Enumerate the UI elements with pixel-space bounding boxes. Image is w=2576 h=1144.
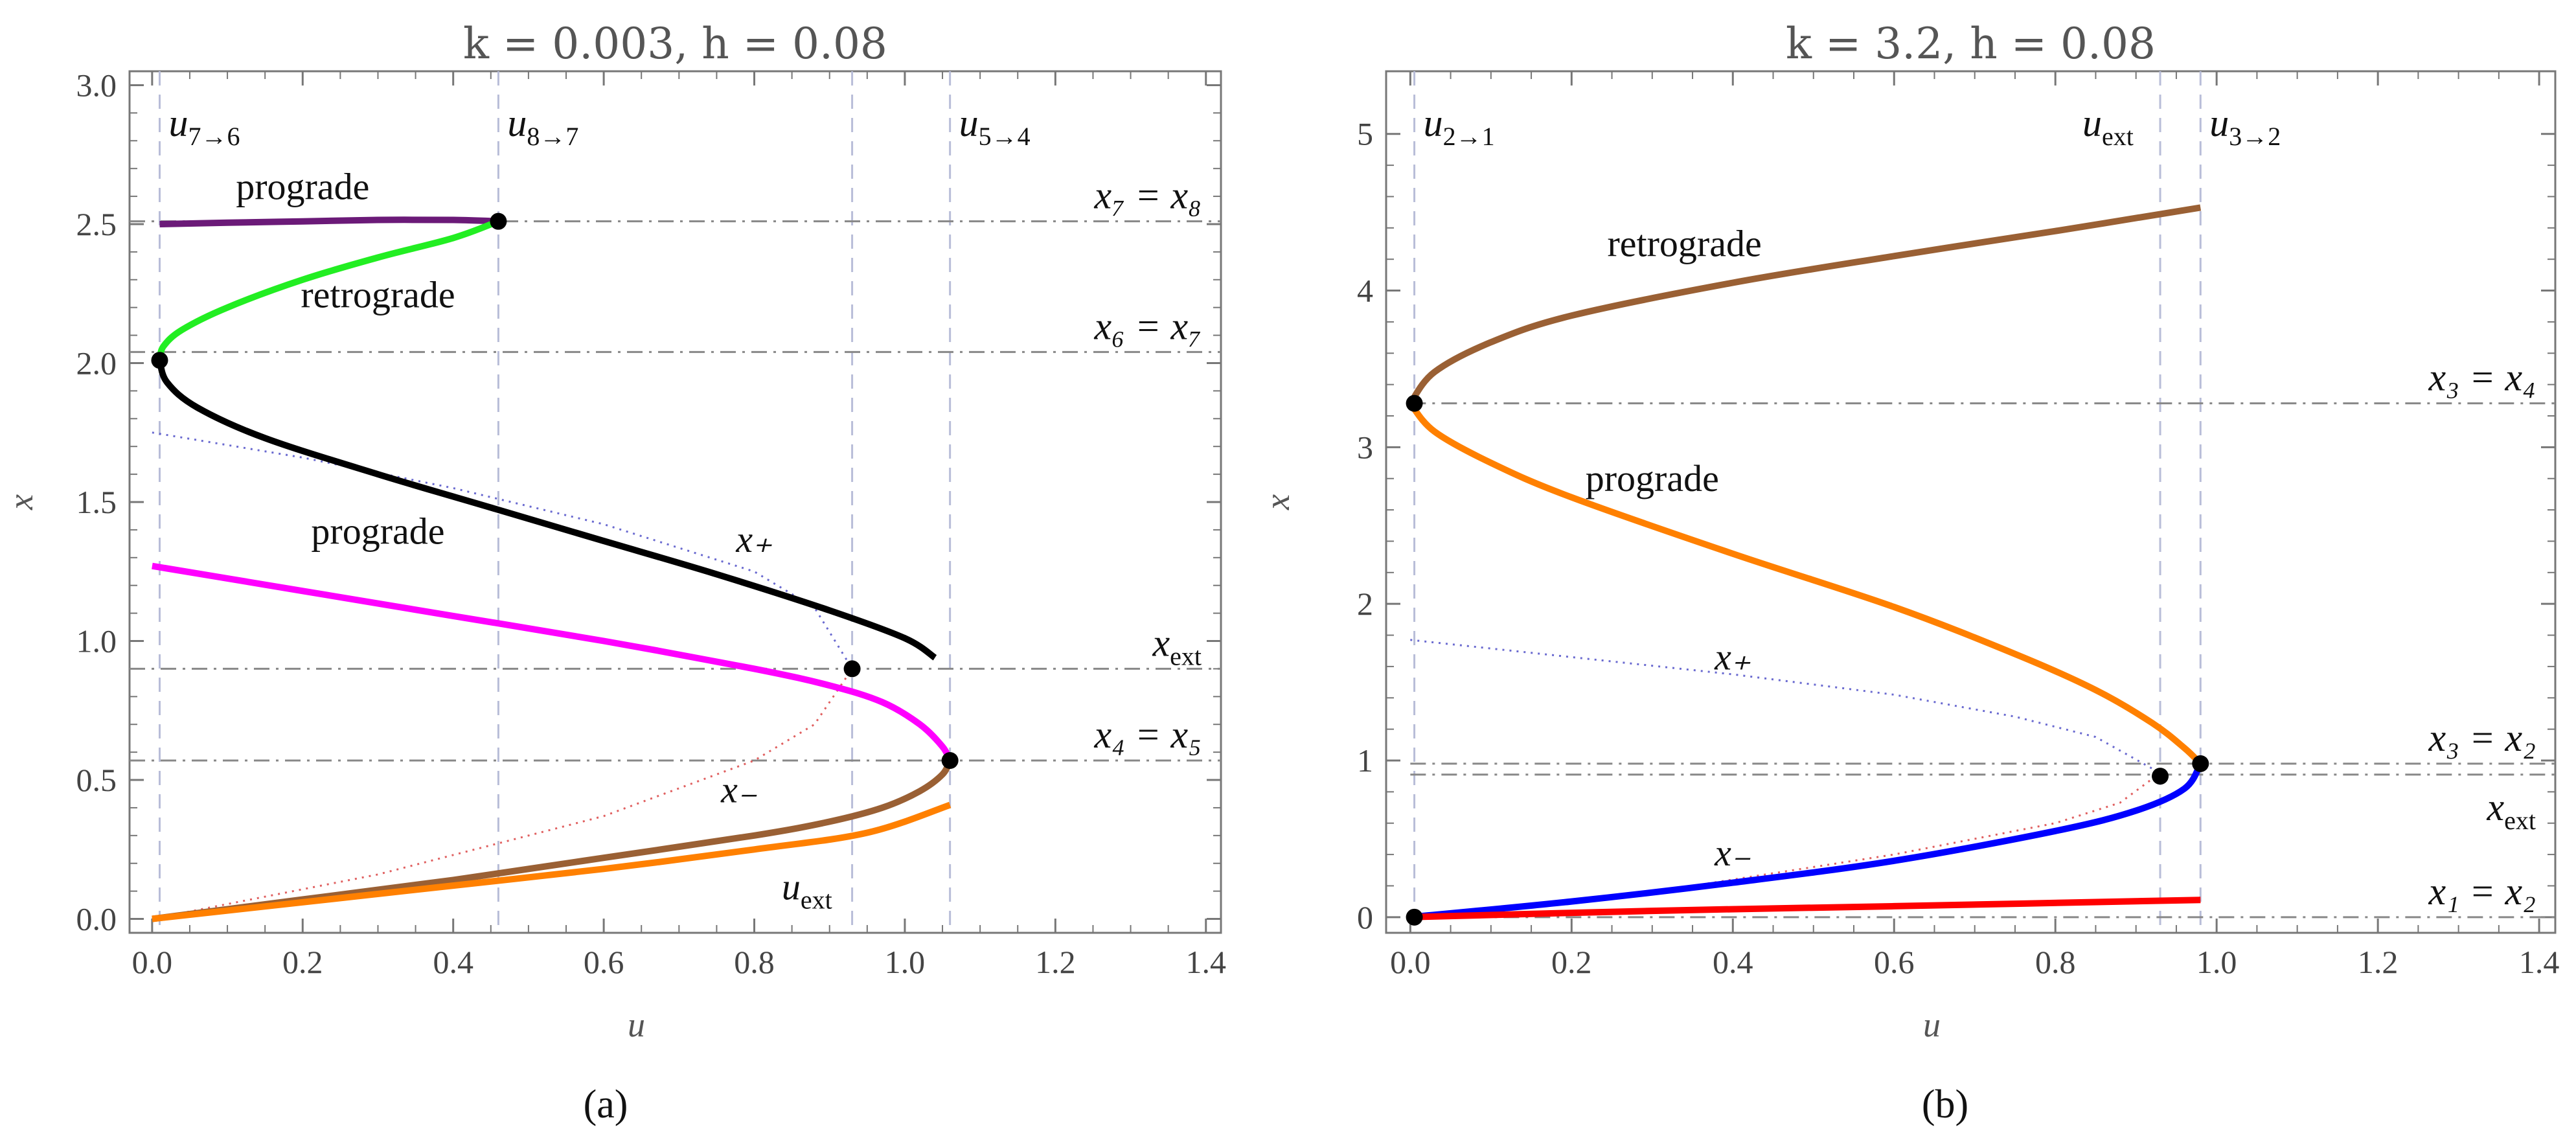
x-tick-label: 1.0 <box>2196 944 2237 980</box>
vline-u7-6-label: u7→6 <box>168 102 240 151</box>
label-x-plus: x₊ <box>735 518 772 560</box>
chart-panel-a: k = 0.003, h = 0.08 0.0 0.2 0.4 0.6 0.8 1.0 1.2… <box>1 19 1226 1127</box>
chart-title: k = 0.003, h = 0.08 <box>463 19 887 69</box>
label-u-ext-subscript: ext <box>801 886 832 915</box>
series-brown-retrograde <box>1408 204 2202 406</box>
point-x3-x4 <box>1406 395 1423 412</box>
x-tick-label: 0.0 <box>132 944 173 980</box>
y-tick-label: 2.0 <box>76 345 117 381</box>
x-tick-label: 1.4 <box>1186 944 1227 980</box>
vline-u-ext-label: uext <box>2082 102 2134 151</box>
hline-x-ext-subscript: ext <box>1170 641 1202 670</box>
y-tick-label: 0.0 <box>76 901 117 937</box>
x-tick-label: 0.0 <box>1390 944 1431 980</box>
y-tick-label: 1 <box>1357 742 1373 779</box>
x-tick-label: 1.2 <box>1035 944 1076 980</box>
vline-u3-2-label: u3→2 <box>2209 102 2281 151</box>
x-tick-label: 1.0 <box>885 944 926 980</box>
x-tick-label: 1.2 <box>2358 944 2399 980</box>
label-prograde-top: prograde <box>236 165 369 207</box>
x-tick-label: 0.8 <box>2035 944 2076 980</box>
vline-u5-4-subscript: 5→4 <box>979 122 1031 151</box>
label-x-plus: x₊ <box>1714 636 1751 678</box>
hline-x6-x7-label: x₆ = x₇ <box>1094 304 1202 347</box>
point-x-ext <box>2152 768 2169 785</box>
x-tick-label: 0.6 <box>584 944 624 980</box>
y-tick-label: 1.0 <box>76 623 117 659</box>
vline-u5-4-label: u5→4 <box>959 102 1031 151</box>
series-orange-branch <box>152 801 952 922</box>
series-green-retrograde <box>156 218 500 361</box>
vline-u2-1-subscript: 2→1 <box>1443 122 1495 151</box>
series-blue-branch <box>1409 762 2204 921</box>
hline-x3-x4-label: x₃ = x₄ <box>2428 356 2536 399</box>
chart-title: k = 3.2, h = 0.08 <box>1786 19 2156 69</box>
hline-x-ext-label: xext <box>1152 621 1202 670</box>
vline-u-ext-subscript: ext <box>2102 122 2134 151</box>
label-x-minus: x₋ <box>1714 832 1751 874</box>
y-tick-label: 2 <box>1357 586 1373 622</box>
point-x3-x2 <box>2192 755 2209 772</box>
x-tick-label: 1.4 <box>2519 944 2560 980</box>
x-tick-label: 0.2 <box>1551 944 1592 980</box>
point-x-ext <box>843 660 861 678</box>
hline-x1-x2-label: x₁ = x₂ <box>2428 870 2536 913</box>
x-tick-label: 0.2 <box>282 944 323 980</box>
y-tick-label: 0.5 <box>76 762 117 798</box>
hline-x-ext-label: xext <box>2486 786 2536 835</box>
hline-x7-x8-label: x₇ = x₈ <box>1094 174 1202 217</box>
vline-u2-1-label: u2→1 <box>1424 102 1495 151</box>
series-red-branch <box>1410 897 2201 921</box>
x-axis-label: u <box>1923 1005 1941 1044</box>
panel-caption: (b) <box>1922 1082 1968 1127</box>
point-x4-x5 <box>941 752 959 769</box>
panel-caption: (a) <box>584 1082 628 1127</box>
y-tick-label: 2.5 <box>76 206 117 242</box>
x-tick-label: 0.8 <box>734 944 775 980</box>
vline-u3-2-subscript: 3→2 <box>2229 122 2281 151</box>
series-black-branch <box>156 359 937 661</box>
label-u-ext: uext <box>782 866 832 915</box>
label-prograde-mid: prograde <box>311 510 444 552</box>
y-tick-label: 3 <box>1357 429 1373 465</box>
x-plus-dotted <box>1410 639 2161 774</box>
chart-panel-b: k = 3.2, h = 0.08 0.0 0.2 0.4 0.6 0.8 1.0 1.2 1.… <box>1258 19 2559 1127</box>
y-axis-label: x <box>1258 494 1297 510</box>
hline-x3-x2-label: x₃ = x₂ <box>2428 716 2536 759</box>
vline-u8-7-label: u8→7 <box>507 102 578 151</box>
point-x1-x2 <box>1406 908 1423 926</box>
label-x-minus: x₋ <box>720 768 757 810</box>
y-tick-label: 4 <box>1357 273 1373 309</box>
label-retrograde: retrograde <box>301 274 455 316</box>
vline-u8-7-subscript: 8→7 <box>527 122 578 151</box>
y-axis-label: x <box>1 494 40 510</box>
y-tick-label: 5 <box>1357 116 1373 152</box>
y-tick-label: 3.0 <box>76 67 117 103</box>
x-tick-label: 0.4 <box>1713 944 1753 980</box>
label-retrograde: retrograde <box>1607 222 1761 264</box>
plot-area <box>130 71 1221 933</box>
series-orange-prograde <box>1408 401 2203 766</box>
point-x6-x7 <box>151 352 168 369</box>
y-tick-label: 1.5 <box>76 484 117 520</box>
series-purple-prograde <box>159 216 499 227</box>
x-axis-label: u <box>628 1005 645 1044</box>
plot-frame <box>1385 70 2557 934</box>
y-tick-label: 0 <box>1357 899 1373 935</box>
label-prograde: prograde <box>1586 457 1719 499</box>
series-magenta-prograde <box>152 562 953 762</box>
x-minus-dotted <box>1410 772 2161 919</box>
hline-x4-x5-label: x₄ = x₅ <box>1094 713 1202 756</box>
hline-x-ext-subscript: ext <box>2504 806 2536 835</box>
x-tick-label: 0.4 <box>433 944 473 980</box>
x-tick-label: 0.6 <box>1874 944 1915 980</box>
plot-area <box>1408 71 2555 933</box>
point-x7-x8 <box>490 212 507 230</box>
vline-u7-6-subscript: 7→6 <box>188 122 240 151</box>
